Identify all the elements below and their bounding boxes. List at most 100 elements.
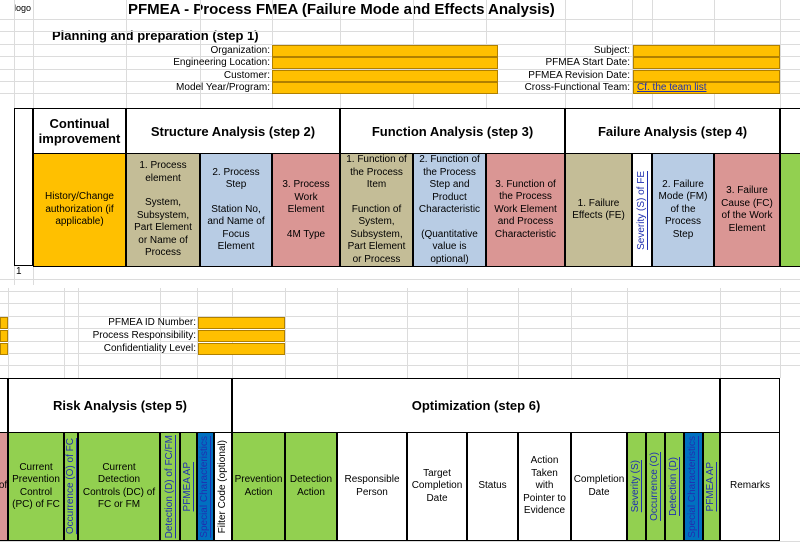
grid-line [0,279,800,280]
header-text: Action Taken with Pointer to Evidence [523,455,566,517]
input-field [272,57,498,69]
column-header: of [0,432,8,541]
header-text: Status [478,480,507,492]
header-text: Special Characteristics [687,435,699,538]
header-text: Filter Code (optional) [216,439,228,534]
column-header: Completion Date [571,432,627,541]
section-header [720,378,780,433]
grid-line [0,365,800,367]
field-label: Cross-Functional Team: [524,82,630,93]
grid-line [200,0,201,108]
header-text: Station No, and Name of Focus Element [207,203,265,253]
field-label: PFMEA ID Number: [108,317,196,328]
column-header: Detection (D) [665,432,684,541]
header-text: 2. Process Step [212,166,260,191]
section-header: Risk Analysis (step 5) [8,378,232,433]
header-text: Current Detection Controls (DC) of FC or… [82,461,156,511]
grid-line [160,288,161,378]
section-header: Structure Analysis (step 2) [126,108,340,154]
grid-line [518,288,519,378]
grid-line [0,315,800,317]
column-header: Responsible Person [337,432,407,541]
grid-line [0,353,800,354]
grid-line [197,288,198,378]
section-header: Function Analysis (step 3) [340,108,565,154]
grid-line [0,328,800,330]
input-field [198,317,285,329]
column-header: 3. Failure Cause (FC) of the Work Elemen… [714,153,780,267]
field-value: Cf. the team list [637,82,707,93]
column-header: PFMEA AP [703,432,720,541]
field-label: Engineering Location: [173,57,270,68]
input-field [272,82,498,94]
input-field [633,70,780,82]
field-label: Customer: [223,70,270,81]
section-header [780,108,800,154]
column-header: Filter Code (optional) [214,432,232,541]
column-header: History/Change authorization (if applica… [33,153,126,267]
grid-line [780,0,781,108]
header-text: 3. Failure Cause (FC) of the Work Elemen… [721,185,773,234]
grid-line [467,288,468,378]
input-field [198,330,285,342]
input-field [272,70,498,82]
grid-line [78,288,79,378]
column-header: Current Prevention Control (PC) of FC [8,432,64,541]
field-label: Model Year/Program: [176,82,270,93]
grid-line [0,19,800,20]
grid-line [33,266,34,285]
grid-line [0,68,800,70]
column-header: Prevention Action [232,432,285,541]
grid-line [0,541,800,542]
header-text: Responsible Person [344,474,400,498]
column-header: Occurrence (O) of FC [64,432,78,541]
grid-line [627,288,628,378]
grid-line [571,288,572,378]
grid-line [780,288,781,378]
header-text: Occurrence (O) [649,452,661,521]
header-text: Function of System, Subsystem, Part Elem… [347,203,406,265]
grid-line [14,0,15,108]
column-header: 1. Failure Effects (FE) [565,153,632,267]
title: PFMEA - Process FMEA (Failure Mode and E… [128,1,555,18]
input-field: Cf. the team list [633,82,780,94]
grid-line [0,340,800,342]
header-text: Completion Date [573,474,625,498]
column-header: 3. Function of the Process Work Element … [486,153,565,267]
planning-title: Planning and preparation (step 1) [52,28,259,43]
grid-line [14,266,15,285]
header-text: Prevention Action [234,474,283,498]
column-header: Current Detection Controls (DC) of FC or… [78,432,160,541]
section-header: Continual improvement [33,108,126,154]
field-label: PFMEA Revision Date: [528,70,630,81]
input-field [0,330,8,342]
header-text: 2. Function of the Process Step and Prod… [418,154,481,215]
header-text: Target Completion Date [411,467,463,504]
column-header: Detection Action [285,432,337,541]
column-header: Remarks [720,432,780,541]
grid-line [126,0,127,108]
header-text: 3. Process Work Element [282,179,330,215]
header-text: 1. Process element [139,160,187,184]
grid-line [64,288,65,378]
input-field [0,317,8,329]
column-header: Special Characteristics [197,432,214,541]
section-header: Failure Analysis (step 4) [565,108,780,154]
header-text: 2. Failure Mode (FM) of the Process Step [658,178,708,240]
header-text: Current Prevention Control (PC) of FC [12,461,60,511]
column-header: 2. Process Step Station No, and Name of F… [200,153,272,267]
grid-line [632,0,633,108]
header-text: Occurrence (O) of FC [64,438,76,535]
column-header: 3. Process Work Element 4M Type [272,153,340,267]
header-text: 4M Type [286,228,326,240]
field-label: Organization: [210,45,270,56]
column-header: Severity (S) of FE [632,153,652,267]
column-header: 1. Process element System, Subsystem, Par… [126,153,200,267]
grid-line [565,0,566,108]
header-text: Severity (S) [630,460,642,513]
grid-line [33,0,34,108]
header-text: 1. Function of the Process Item [346,154,407,190]
header-text: of [0,480,8,492]
grid-line [337,288,338,378]
input-field [0,343,8,355]
